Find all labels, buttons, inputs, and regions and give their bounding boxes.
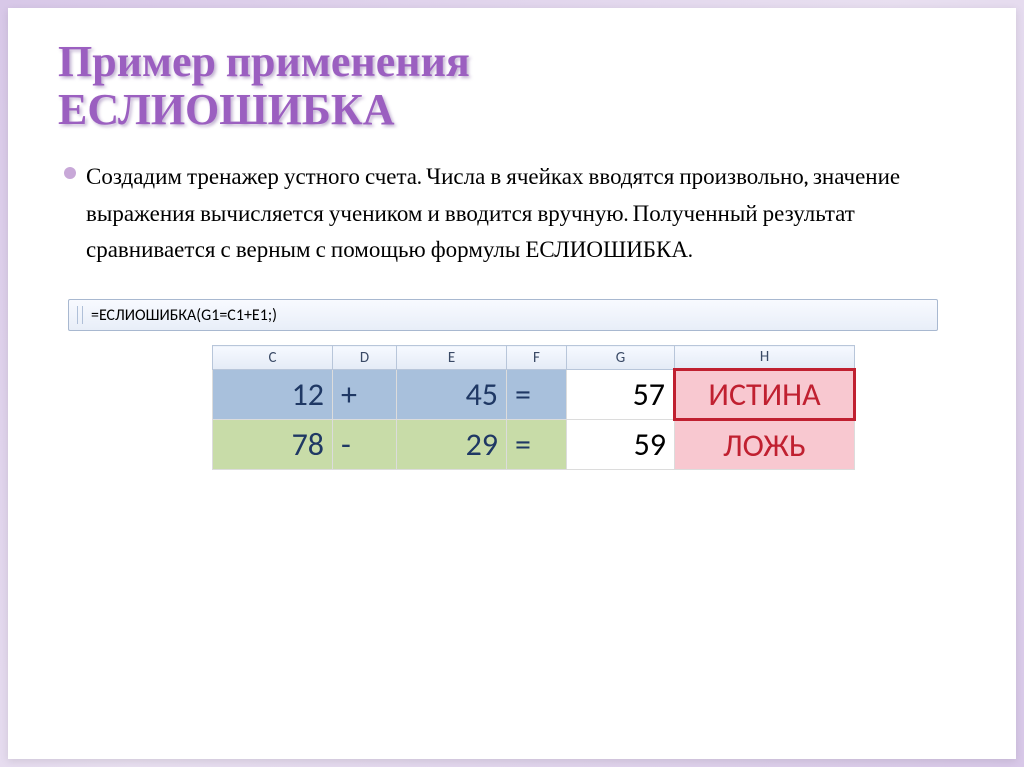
column-header-row: C D E F G H (213, 346, 855, 370)
cell-eq: = (507, 420, 567, 470)
col-header-c: C (213, 346, 333, 370)
table-row: 78 - 29 = 59 ЛОЖЬ (213, 420, 855, 470)
cell-eq: = (507, 370, 567, 420)
title-line-2: ЕСЛИОШИБКА (58, 84, 395, 135)
spreadsheet-table: C D E F G H 12 + 45 = 57 ИСТИНА 78 - 29 … (212, 345, 856, 470)
slide-title: Пример применения ЕСЛИОШИБКА (58, 38, 966, 135)
col-header-g: G (567, 346, 675, 370)
formula-bar: =ЕСЛИОШИБКА(G1=C1+E1;) (68, 299, 938, 331)
cell-op: + (333, 370, 397, 420)
formula-bar-handle-icon (77, 306, 83, 324)
cell-num2: 29 (397, 420, 507, 470)
col-header-f: F (507, 346, 567, 370)
cell-answer: 59 (567, 420, 675, 470)
excel-screenshot: =ЕСЛИОШИБКА(G1=C1+E1;) C D E F G H 12 + … (68, 299, 966, 470)
body-text-content: Создадим тренажер устного счета. Числа в… (86, 163, 900, 264)
cell-answer: 57 (567, 370, 675, 420)
title-line-1: Пример применения (58, 36, 470, 87)
cell-num1: 12 (213, 370, 333, 420)
cell-num2: 45 (397, 370, 507, 420)
cell-num1: 78 (213, 420, 333, 470)
cell-result: ЛОЖЬ (675, 420, 855, 470)
table-row: 12 + 45 = 57 ИСТИНА (213, 370, 855, 420)
cell-result: ИСТИНА (675, 370, 855, 420)
col-header-e: E (397, 346, 507, 370)
formula-text: =ЕСЛИОШИБКА(G1=C1+E1;) (91, 306, 277, 325)
col-header-h: H (675, 346, 855, 370)
body-paragraph: Создадим тренажер устного счета. Числа в… (58, 159, 966, 269)
col-header-d: D (333, 346, 397, 370)
cell-op: - (333, 420, 397, 470)
bullet-icon (64, 167, 76, 179)
slide: Пример применения ЕСЛИОШИБКА Создадим тр… (8, 8, 1016, 759)
